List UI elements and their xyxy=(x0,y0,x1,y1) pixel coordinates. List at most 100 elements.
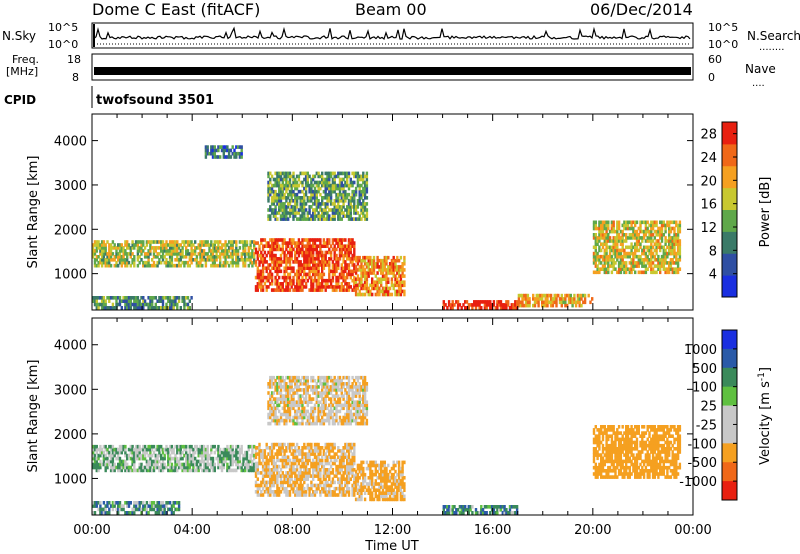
heatmap-cell xyxy=(267,171,270,176)
heatmap-cell xyxy=(292,486,295,491)
heatmap-cell xyxy=(464,300,467,304)
heatmap-cell xyxy=(614,239,617,243)
heatmap-cell xyxy=(317,266,320,270)
heatmap-cell xyxy=(337,282,340,286)
heatmap-cell xyxy=(362,186,365,191)
heatmap-cell xyxy=(356,466,360,471)
heatmap-cell xyxy=(317,483,320,488)
heatmap-cell xyxy=(401,268,404,272)
heatmap-cell xyxy=(322,257,326,261)
heatmap-cell xyxy=(108,249,111,253)
heatmap-cell xyxy=(244,252,247,256)
heatmap-cell xyxy=(267,186,270,191)
heatmap-cell xyxy=(276,282,279,286)
heatmap-cell xyxy=(258,483,261,488)
heatmap-cell xyxy=(227,240,231,244)
heatmap-cell xyxy=(310,483,313,488)
heatmap-cell xyxy=(270,174,274,179)
heatmap-cell xyxy=(324,288,327,292)
heatmap-cell xyxy=(93,252,97,256)
heatmap-cell xyxy=(100,252,104,256)
heatmap-cell xyxy=(374,479,377,483)
heatmap-cell xyxy=(326,282,329,286)
heatmap-cell xyxy=(385,292,388,297)
heatmap-cell xyxy=(564,297,567,301)
heatmap-cell xyxy=(567,297,571,301)
heatmap-cell xyxy=(226,462,229,467)
heatmap-cell xyxy=(154,246,157,250)
heatmap-cell xyxy=(310,214,313,218)
heatmap-cell xyxy=(120,447,123,452)
heatmap-cell xyxy=(673,270,676,275)
heatmap-cell xyxy=(194,252,197,256)
heatmap-cell xyxy=(573,300,576,305)
heatmap-cell xyxy=(304,490,308,494)
heatmap-cell xyxy=(206,145,209,149)
heatmap-cell xyxy=(281,217,284,221)
heatmap-cell xyxy=(208,453,211,458)
heatmap-cell xyxy=(605,270,608,275)
heatmap-cell xyxy=(337,199,340,203)
heatmap-cell xyxy=(263,266,267,270)
heatmap-cell xyxy=(390,472,394,477)
heatmap-cell xyxy=(310,449,313,453)
heatmap-cell xyxy=(605,267,608,271)
heatmap-cell xyxy=(317,468,320,472)
heatmap-cell xyxy=(251,450,254,455)
heatmap-cell xyxy=(668,239,671,243)
heatmap-cell xyxy=(176,246,179,250)
heatmap-cell xyxy=(578,303,581,308)
heatmap-cell xyxy=(202,447,206,452)
heatmap-cell xyxy=(655,220,658,225)
heatmap-cell xyxy=(270,250,274,255)
heatmap-cell xyxy=(206,243,209,247)
heatmap-cell xyxy=(304,446,308,450)
heatmap-cell xyxy=(310,192,313,197)
heatmap-cell xyxy=(226,468,229,473)
heatmap-cell xyxy=(344,244,347,248)
heatmap-cell xyxy=(120,243,123,247)
heatmap-cell xyxy=(326,241,329,245)
heatmap-cell xyxy=(270,275,274,280)
heatmap-cell xyxy=(222,263,225,268)
heatmap-cell xyxy=(671,220,674,225)
heatmap-cell xyxy=(594,261,597,265)
heatmap-cell xyxy=(297,493,301,497)
heatmap-cell xyxy=(326,180,329,185)
heatmap-cell xyxy=(97,243,100,247)
heatmap-cell xyxy=(342,238,345,242)
heatmap-cell xyxy=(303,446,306,450)
heatmap-cell xyxy=(265,464,268,469)
heatmap-cell xyxy=(301,474,304,478)
heatmap-cell xyxy=(333,480,336,485)
heatmap-cell xyxy=(324,486,327,491)
heatmap-cell xyxy=(322,180,326,185)
heatmap-cell xyxy=(313,180,317,185)
heatmap-cell xyxy=(612,267,615,271)
heatmap-cell xyxy=(106,263,109,268)
heatmap-cell xyxy=(102,240,106,244)
heatmap-cell xyxy=(621,245,624,250)
heatmap-cell xyxy=(326,285,329,289)
heatmap-cell xyxy=(288,468,292,472)
heatmap-cell xyxy=(324,442,327,447)
heatmap-cell xyxy=(331,211,335,215)
heatmap-cell xyxy=(313,247,317,252)
heatmap-cell xyxy=(100,447,104,452)
heatmap-cell xyxy=(396,289,399,294)
heatmap-cell xyxy=(120,468,123,473)
heatmap-cell xyxy=(165,465,168,470)
heatmap-cell xyxy=(183,260,186,265)
heatmap-cell xyxy=(317,278,320,283)
heatmap-cell xyxy=(236,465,240,470)
heatmap-cell xyxy=(185,249,188,253)
heatmap-cell xyxy=(358,289,361,294)
heatmap-cell xyxy=(560,300,563,305)
heatmap-cell xyxy=(625,264,628,268)
heatmap-cell xyxy=(346,180,349,185)
heatmap-cell xyxy=(592,270,596,275)
heatmap-cell xyxy=(260,260,263,264)
heatmap-cell xyxy=(639,242,642,246)
heatmap-cell xyxy=(297,238,301,242)
heatmap-cell xyxy=(383,292,386,297)
